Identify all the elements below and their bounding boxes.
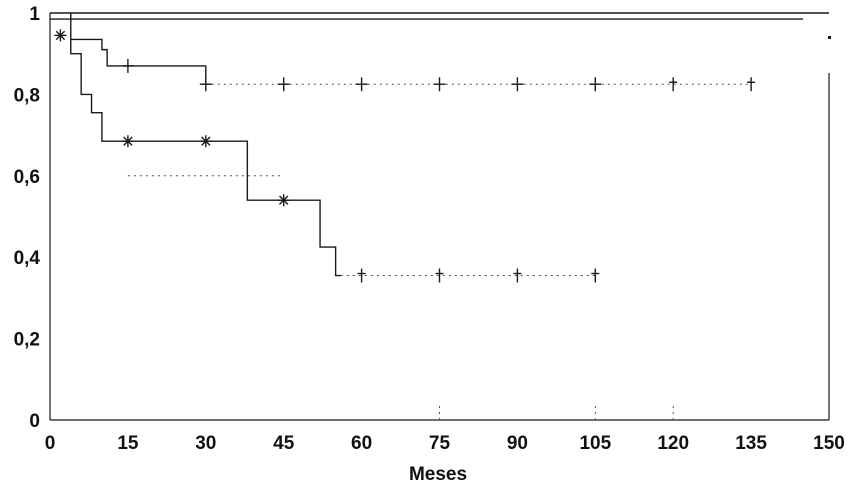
asterisk-stroke [55,30,66,41]
asterisk-stroke [201,136,211,146]
x-tick-label: 45 [273,433,295,454]
x-tick-label: 60 [351,433,372,454]
plus-censor-marker [589,77,602,92]
x-tick-label: 105 [579,433,611,454]
plus-censor-marker [511,77,524,92]
x-tick-label: 75 [429,433,451,454]
plus-censor-marker [277,77,290,92]
x-tick-label: 15 [117,433,139,454]
x-axis-title: Meses [409,464,467,485]
dagger-censor-marker [669,77,678,92]
x-tick-label: 30 [195,433,216,454]
dagger-censor-marker [435,268,444,283]
asterisk-censor-marker [54,29,67,42]
x-tick-label: 120 [657,433,689,454]
y-tick-label: 1 [29,4,40,25]
dagger-censor-marker [357,268,366,283]
x-tick-label: 0 [45,433,56,454]
y-tick-label: 0,8 [14,85,40,106]
dagger-censor-marker [513,268,522,283]
x-tick-label: 135 [735,433,767,454]
asterisk-stroke [279,195,289,205]
x-tick-label: 150 [813,433,845,454]
y-tick-label: 0,2 [14,330,40,351]
censor-markers [54,29,756,283]
plus-censor-marker [121,58,134,73]
y-tick-labels: 0 0,2 0,4 0,6 0,8 1 [14,4,41,432]
plus-censor-marker [355,77,368,92]
x-tick-labels: 0 15 30 45 60 75 90 105 120 135 150 [45,433,845,454]
asterisk-censor-marker [199,135,212,148]
dagger-censor-marker [591,268,600,283]
asterisk-censor-marker [121,135,134,148]
series-line-plus [70,13,207,85]
x-tick-label: 90 [507,433,528,454]
dotted-extensions [127,83,752,420]
right-frame-dot [828,36,831,39]
y-tick-label: 0,4 [14,248,41,269]
plus-censor-marker [433,77,446,92]
asterisk-censor-marker [277,194,290,207]
survival-curves [50,12,829,277]
y-tick-label: 0,6 [14,167,40,188]
plot-frame [49,13,831,421]
plus-censor-marker [199,77,212,92]
series-line-asterisk [70,39,341,277]
asterisk-stroke [123,136,133,146]
y-tick-label: 0 [29,411,40,432]
dagger-censor-marker [747,77,756,92]
